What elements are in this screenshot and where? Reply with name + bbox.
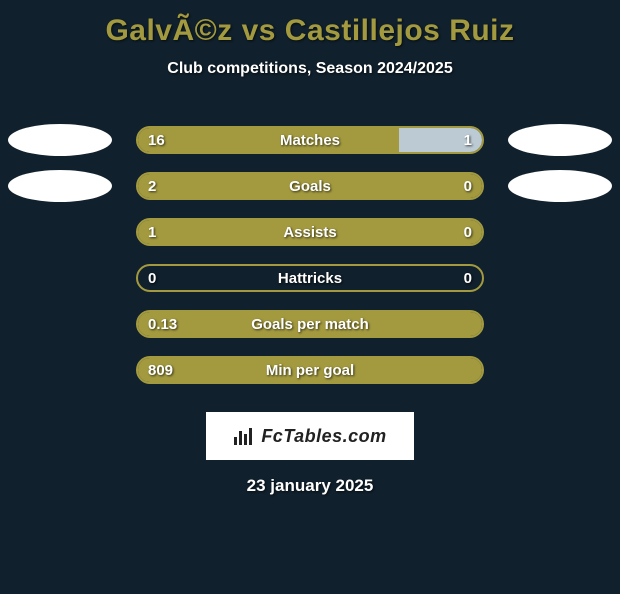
stat-label: Matches <box>138 128 482 152</box>
comparison-title: GalvÃ©z vs Castillejos Ruiz <box>0 14 620 48</box>
stat-label: Hattricks <box>138 266 482 290</box>
comparison-date: 23 january 2025 <box>0 476 620 496</box>
stat-row: 1Assists0 <box>0 214 620 260</box>
stat-bar: 16Matches1 <box>136 126 484 154</box>
stat-value-right: 0 <box>464 174 472 198</box>
stat-label: Assists <box>138 220 482 244</box>
stat-label: Goals <box>138 174 482 198</box>
player-avatar-right <box>508 124 612 156</box>
stat-label: Min per goal <box>138 358 482 382</box>
stat-value-right: 0 <box>464 220 472 244</box>
stat-bar: 1Assists0 <box>136 218 484 246</box>
stat-row: 2Goals0 <box>0 168 620 214</box>
player-avatar-left <box>8 124 112 156</box>
stat-rows: 16Matches12Goals01Assists00Hattricks00.1… <box>0 122 620 398</box>
stat-row: 16Matches1 <box>0 122 620 168</box>
stat-bar: 809Min per goal <box>136 356 484 384</box>
fctables-logo: FcTables.com <box>206 412 414 460</box>
comparison-subtitle: Club competitions, Season 2024/2025 <box>0 60 620 78</box>
logo-text: FcTables.com <box>261 426 386 447</box>
stat-row: 809Min per goal <box>0 352 620 398</box>
stat-value-right: 1 <box>464 128 472 152</box>
stat-bar: 0Hattricks0 <box>136 264 484 292</box>
stat-value-right: 0 <box>464 266 472 290</box>
player-avatar-left <box>8 170 112 202</box>
stat-bar: 2Goals0 <box>136 172 484 200</box>
stat-row: 0Hattricks0 <box>0 260 620 306</box>
player-avatar-right <box>508 170 612 202</box>
stat-bar: 0.13Goals per match <box>136 310 484 338</box>
stat-row: 0.13Goals per match <box>0 306 620 352</box>
bars-icon <box>233 427 255 445</box>
stat-label: Goals per match <box>138 312 482 336</box>
